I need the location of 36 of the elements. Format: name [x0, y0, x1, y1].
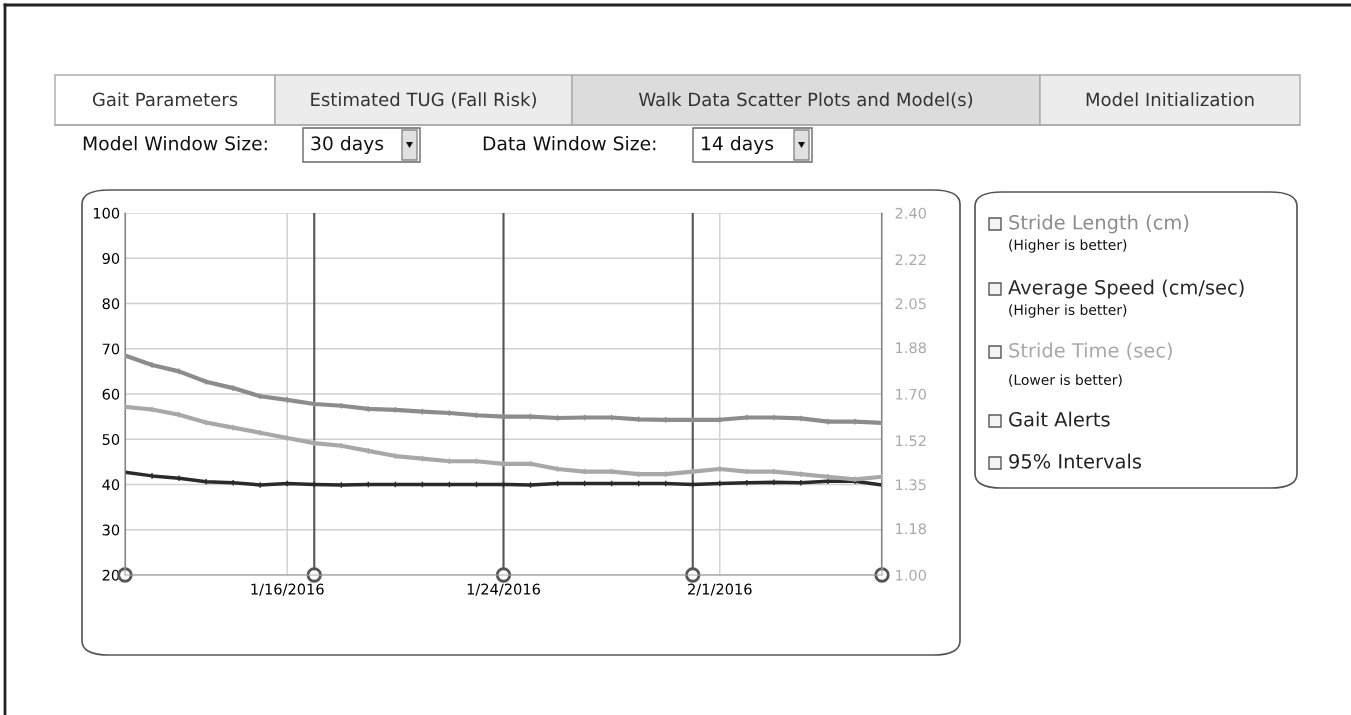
y2-tick-label: 1.35: [896, 479, 926, 491]
text: Gait Alerts: [1009, 411, 1110, 427]
text: (Lower is better): [1009, 374, 1122, 387]
text: Model Window Size:: [83, 135, 267, 151]
text: Model Initialization: [1086, 92, 1254, 107]
text: Average Speed (cm/sec): [1008, 279, 1244, 299]
text: Gait Parameters: [92, 92, 238, 107]
x-tick-label: 1/24/2016: [467, 583, 540, 596]
y-tick-label: 30: [102, 524, 120, 536]
y2-tick-label: 2.05: [895, 298, 926, 310]
text: 95% Intervals: [1009, 453, 1142, 469]
y-tick-label: 80: [102, 298, 120, 310]
text: Stride Time (sec): [1009, 342, 1172, 360]
text: Data Window Size:: [483, 135, 656, 151]
y2-tick-label: 1.18: [896, 523, 926, 535]
y2-tick-label: 1.52: [896, 435, 926, 447]
y-tick-label: 40: [102, 479, 120, 491]
y-tick-label: 60: [102, 388, 120, 400]
y-tick-label: 100: [93, 207, 120, 219]
text: Estimated TUG (Fall Risk): [311, 92, 536, 109]
text: Walk Data Scatter Plots and Model(s): [638, 92, 973, 109]
y-tick-label: 70: [102, 343, 120, 355]
x-tick-label: 1/16/2016: [251, 583, 324, 596]
text: (Higher is better): [1009, 304, 1127, 318]
y-tick-label: 90: [102, 252, 120, 264]
text: 14 days: [702, 135, 774, 155]
text: Stride Length (cm): [1009, 214, 1189, 234]
x-tick-label: 2/1/2016: [688, 583, 752, 596]
y2-tick-label: 1.88: [896, 342, 926, 354]
y-tick-label: 50: [102, 433, 120, 445]
text: (Higher is better): [1009, 239, 1127, 253]
y2-tick-label: 2.40: [895, 207, 926, 219]
text: 30 days: [311, 135, 384, 155]
y2-tick-label: 1.70: [896, 388, 926, 400]
y2-tick-label: 2.22: [895, 254, 926, 266]
y2-tick-label: 1.00: [896, 569, 926, 581]
